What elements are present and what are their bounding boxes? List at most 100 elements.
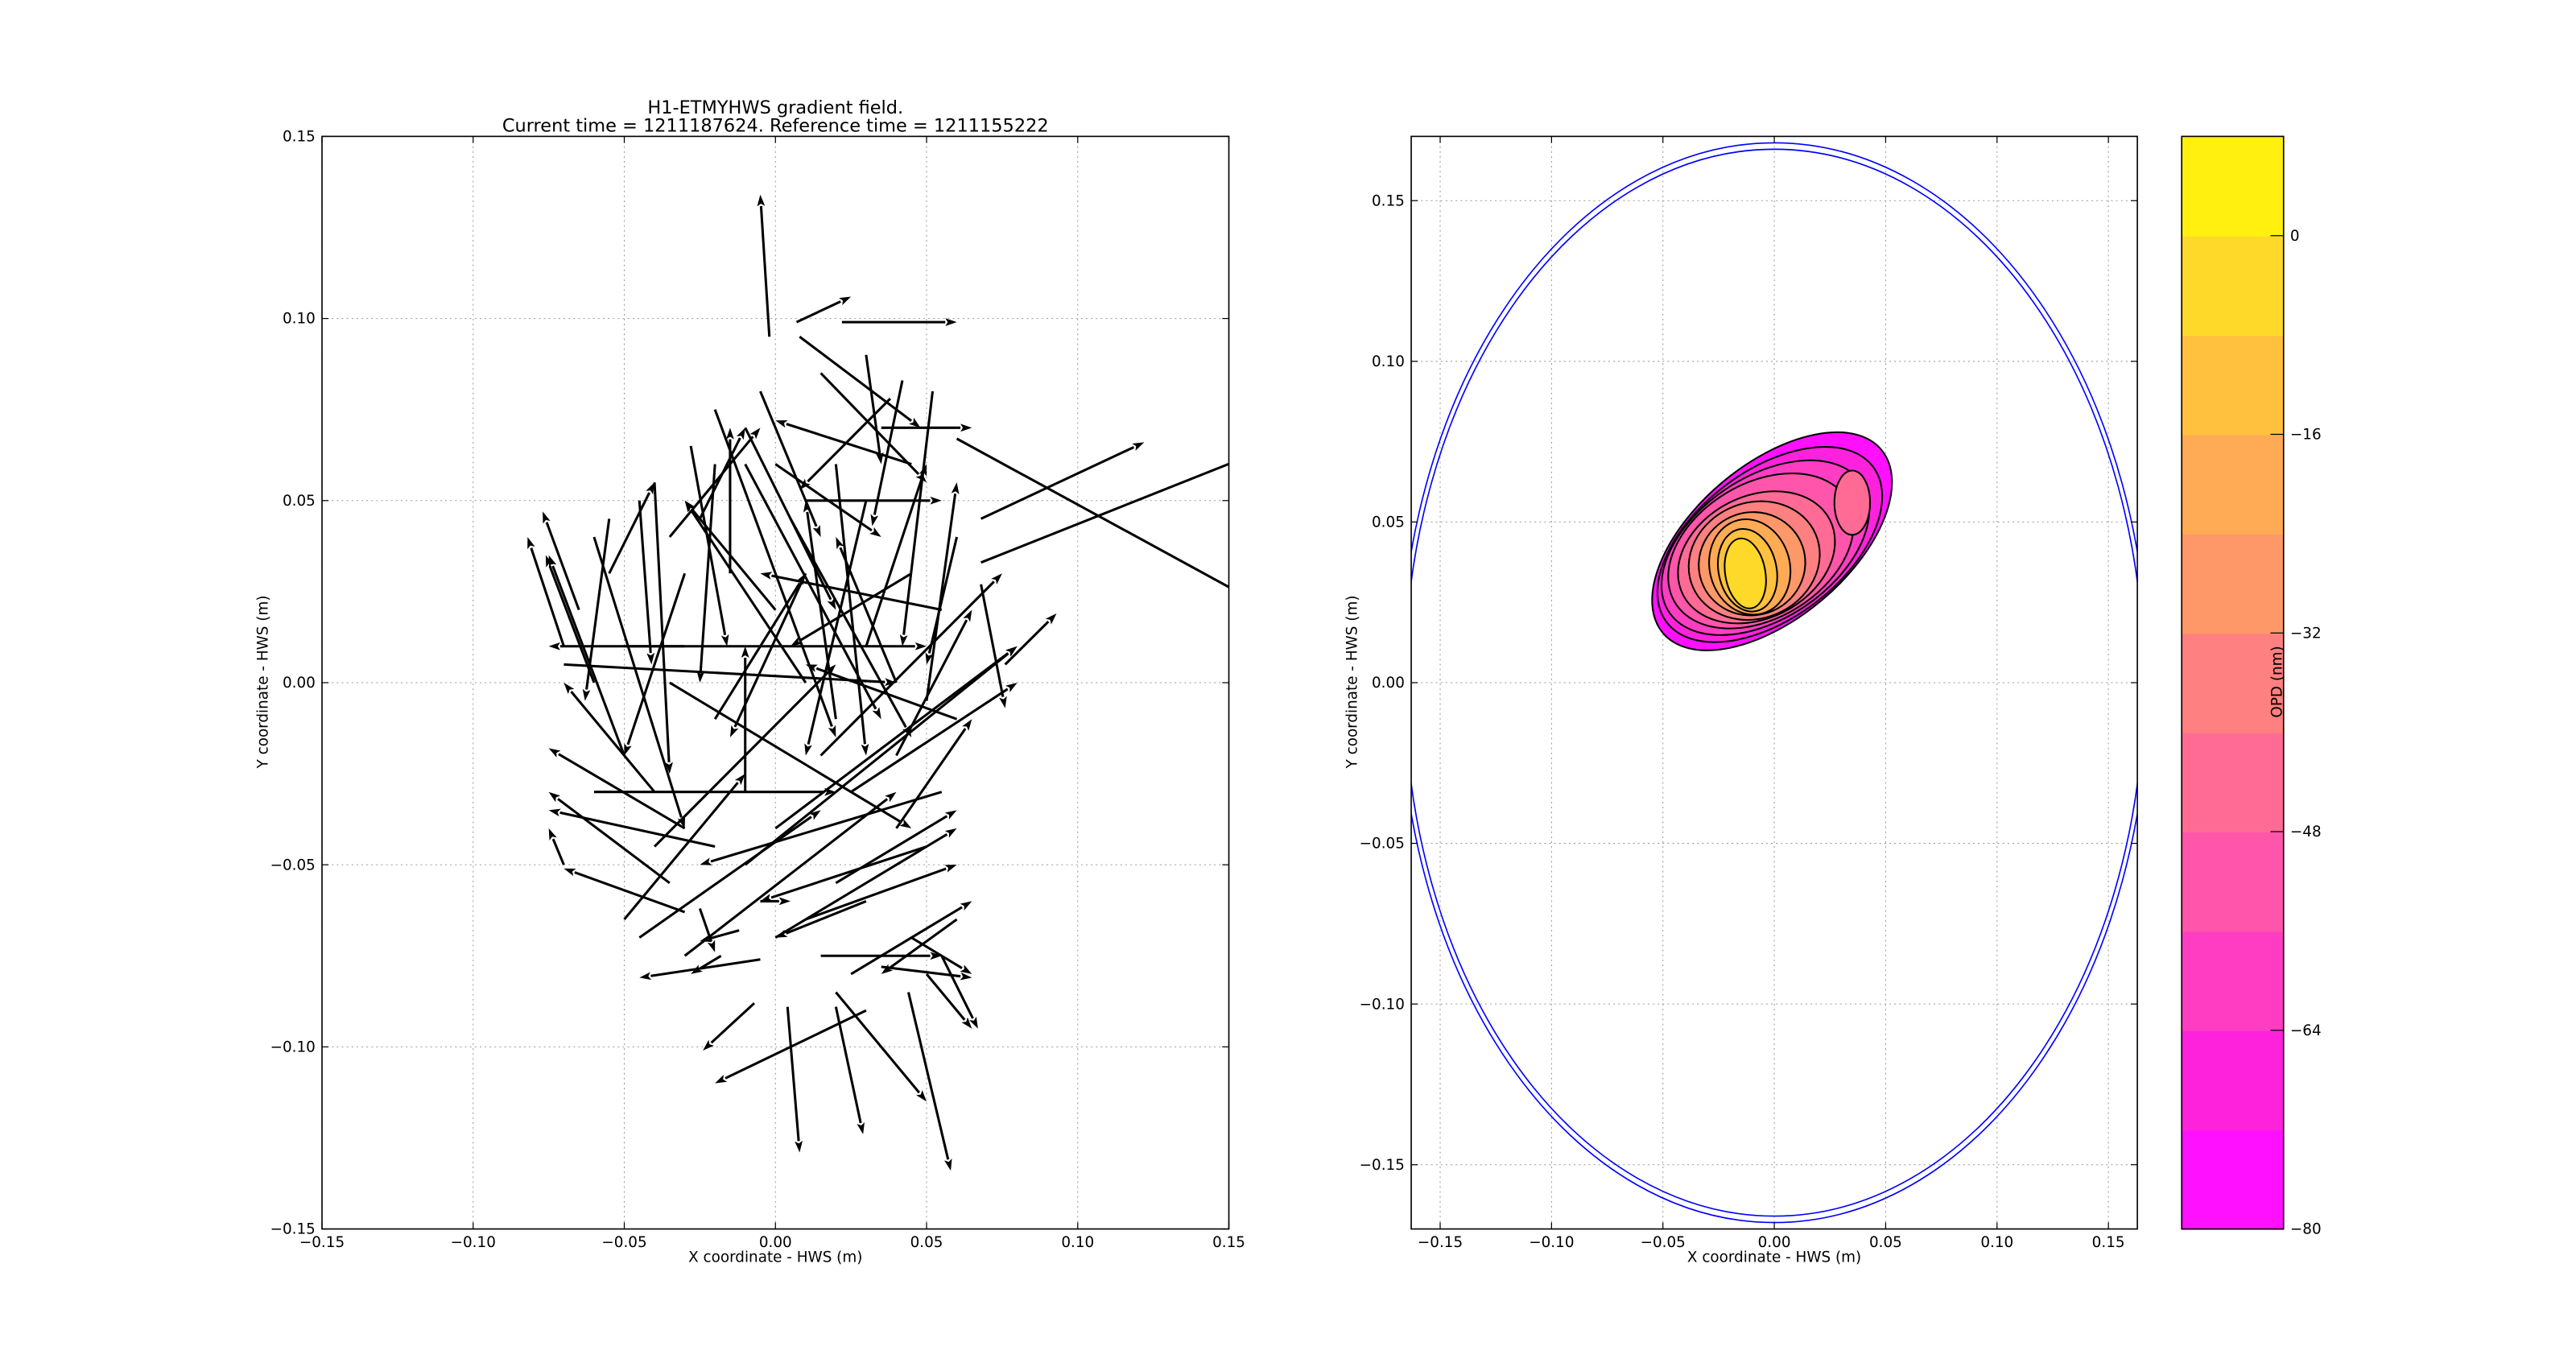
arrow-head [736, 427, 745, 440]
arrow-head [548, 791, 560, 803]
arrow-head [624, 743, 632, 756]
arrow-head [870, 514, 879, 527]
quiver-arrow [881, 918, 958, 974]
arrow-shaft [551, 838, 565, 865]
quiver-arrow [593, 787, 836, 796]
quiver-arrow [699, 427, 745, 520]
quiver-y-label: Y coordinate - HWS (m) [255, 595, 272, 769]
colorbar-band [2182, 136, 2284, 237]
arrow-shaft [570, 690, 656, 793]
colorbar-band [2182, 832, 2284, 932]
arrow-head [734, 774, 745, 786]
arrow-shaft [691, 508, 777, 611]
quiver-arrow [744, 427, 836, 610]
arrow-head [548, 808, 561, 817]
quiver-arrow [700, 929, 740, 943]
arrow-head [548, 642, 560, 650]
arrow-head [861, 743, 869, 756]
quiver-arrow [835, 991, 927, 1102]
arrow-shaft [744, 463, 877, 710]
arrow-shaft [819, 580, 995, 757]
arrow-head [909, 417, 921, 428]
x-tick-label: 0.05 [910, 1234, 943, 1251]
arrow-shaft [819, 372, 920, 475]
arrow-shaft [699, 437, 741, 520]
arrow-head [969, 1016, 978, 1029]
arrow-head [872, 707, 881, 720]
arrow-head [564, 868, 576, 877]
quiver-arrow [925, 482, 960, 701]
arrow-head [899, 819, 912, 828]
quiver-arrow [564, 663, 897, 687]
arrow-shaft [774, 463, 873, 532]
contour-ticks: −0.15 −0.10 −0.05 0.00 0.05 0.10 0.15 −0.15 −0.1… [1360, 136, 2138, 1251]
arrow-head [1005, 646, 1018, 657]
colorbar-band [2182, 533, 2284, 634]
arrow-head [916, 1090, 927, 1102]
quiver-arrow [729, 572, 807, 737]
x-tick-label: −0.15 [299, 1234, 345, 1251]
arrow-head [899, 634, 908, 646]
arrow-shaft [689, 445, 727, 635]
arrow-head [881, 964, 894, 974]
arrow-shaft [895, 619, 968, 757]
arrow-shaft [683, 798, 889, 957]
quiver-arrow [805, 865, 957, 921]
quiver-arrow [689, 445, 729, 646]
arrow-shaft [865, 354, 881, 453]
arrow-shaft [638, 500, 652, 654]
arrow-shaft [907, 992, 950, 1160]
quiver-arrow [774, 463, 881, 538]
arrow-head [1005, 682, 1018, 692]
x-tick-label: 0.05 [1869, 1234, 1902, 1251]
quiver-arrow [774, 828, 957, 939]
contour-level [1724, 537, 1767, 609]
x-tick-label: 0.10 [1980, 1234, 2013, 1251]
quiver-arrow [527, 537, 565, 647]
colorbar-tick-label: −48 [2290, 824, 2322, 840]
quiver-arrow [624, 572, 687, 756]
colorbar-tick-label: 0 [2290, 228, 2300, 245]
x-tick-label: −0.10 [1529, 1234, 1574, 1251]
arrow-shaft [902, 390, 935, 635]
quiver-arrow [638, 500, 655, 665]
contour-level [1833, 469, 1872, 536]
arrow-shaft [650, 958, 761, 977]
quiver-arrow [799, 335, 921, 428]
arrow-shaft [713, 582, 801, 721]
quiver-arrow [564, 868, 686, 914]
x-tick-label: 0.15 [2092, 1234, 2125, 1251]
arrow-shaft [710, 1002, 756, 1044]
colorbar-label: OPD (nm) [2269, 646, 2286, 717]
colorbar-bands [2182, 136, 2284, 1230]
quiver-arrow [895, 609, 972, 757]
arrow-shaft [806, 511, 837, 720]
quiver-arrows [527, 194, 1229, 1171]
contour-grid [1411, 136, 2138, 1229]
quiver-arrow [668, 427, 761, 539]
arrow-shaft [574, 871, 686, 914]
quiver-arrow [805, 496, 942, 505]
arrow-shaft [786, 1006, 800, 1142]
y-tick-label: 0.15 [1372, 192, 1405, 209]
quiver-arrow [940, 955, 978, 1029]
arrow-shaft [669, 681, 902, 824]
quiver-arrow [744, 646, 1018, 866]
quiver-ticks: −0.15 −0.10 −0.05 0.00 0.05 0.10 0.15 −0.15 −0.1… [270, 129, 1245, 1251]
arrow-shaft [890, 918, 958, 968]
arrow-shaft [759, 205, 771, 337]
colorbar-band [2182, 931, 2284, 1031]
arrow-head [925, 652, 934, 665]
arrow-head [885, 791, 897, 803]
arrow-head [828, 725, 836, 737]
arrow-shaft [805, 867, 947, 921]
arrow-head [1045, 613, 1057, 625]
arrow-head [548, 828, 557, 841]
quiver-arrow [925, 973, 972, 1029]
quiver-arrow [548, 555, 625, 756]
arrow-head [951, 482, 960, 494]
quiver-arrow [895, 719, 972, 829]
arrow-shaft [626, 572, 687, 745]
colorbar-band [2182, 1130, 2284, 1230]
quiver-arrow [653, 664, 836, 848]
